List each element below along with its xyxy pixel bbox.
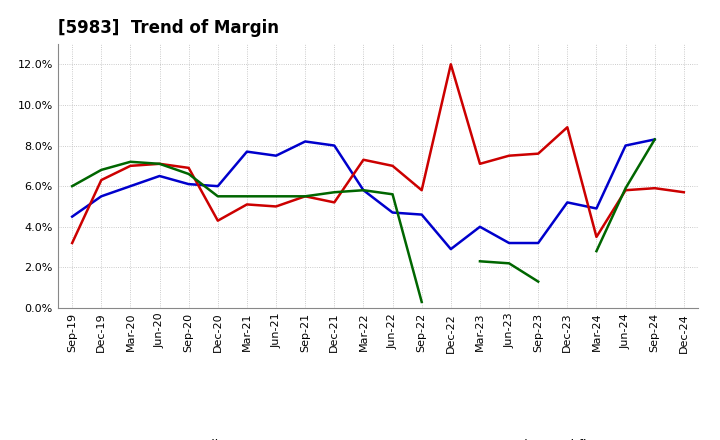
Net Income xyxy=(97,177,106,183)
Operating Cashflow xyxy=(388,192,397,197)
Line: Net Income: Net Income xyxy=(72,64,684,243)
Ordinary Income xyxy=(68,214,76,219)
Net Income xyxy=(476,161,485,166)
Line: Ordinary Income: Ordinary Income xyxy=(72,139,654,249)
Ordinary Income xyxy=(184,181,193,187)
Net Income xyxy=(271,204,280,209)
Operating Cashflow xyxy=(126,159,135,165)
Net Income xyxy=(534,151,543,156)
Net Income xyxy=(156,161,164,166)
Operating Cashflow xyxy=(301,194,310,199)
Ordinary Income xyxy=(359,187,368,193)
Net Income xyxy=(330,200,338,205)
Operating Cashflow xyxy=(97,167,106,172)
Ordinary Income xyxy=(418,212,426,217)
Operating Cashflow xyxy=(330,190,338,195)
Ordinary Income xyxy=(650,137,659,142)
Ordinary Income xyxy=(330,143,338,148)
Net Income xyxy=(680,190,688,195)
Operating Cashflow xyxy=(243,194,251,199)
Net Income xyxy=(68,240,76,246)
Net Income xyxy=(184,165,193,171)
Operating Cashflow xyxy=(213,194,222,199)
Ordinary Income xyxy=(563,200,572,205)
Net Income xyxy=(359,157,368,162)
Operating Cashflow xyxy=(68,183,76,189)
Operating Cashflow xyxy=(271,194,280,199)
Operating Cashflow xyxy=(184,171,193,176)
Ordinary Income xyxy=(534,240,543,246)
Operating Cashflow xyxy=(156,161,164,166)
Ordinary Income xyxy=(388,210,397,215)
Net Income xyxy=(418,187,426,193)
Ordinary Income xyxy=(126,183,135,189)
Net Income xyxy=(563,125,572,130)
Net Income xyxy=(126,163,135,169)
Net Income xyxy=(301,194,310,199)
Ordinary Income xyxy=(213,183,222,189)
Net Income xyxy=(621,187,630,193)
Operating Cashflow xyxy=(418,299,426,304)
Ordinary Income xyxy=(271,153,280,158)
Ordinary Income xyxy=(476,224,485,229)
Ordinary Income xyxy=(97,194,106,199)
Net Income xyxy=(446,62,455,67)
Ordinary Income xyxy=(156,173,164,179)
Ordinary Income xyxy=(621,143,630,148)
Net Income xyxy=(388,163,397,169)
Ordinary Income xyxy=(592,206,600,211)
Net Income xyxy=(243,202,251,207)
Line: Operating Cashflow: Operating Cashflow xyxy=(72,162,422,302)
Ordinary Income xyxy=(505,240,513,246)
Operating Cashflow xyxy=(359,187,368,193)
Net Income xyxy=(592,234,600,239)
Ordinary Income xyxy=(446,246,455,252)
Net Income xyxy=(505,153,513,158)
Ordinary Income xyxy=(243,149,251,154)
Legend: Ordinary Income, Net Income, Operating Cashflow: Ordinary Income, Net Income, Operating C… xyxy=(145,433,611,440)
Net Income xyxy=(650,186,659,191)
Ordinary Income xyxy=(301,139,310,144)
Net Income xyxy=(213,218,222,224)
Text: [5983]  Trend of Margin: [5983] Trend of Margin xyxy=(58,19,279,37)
